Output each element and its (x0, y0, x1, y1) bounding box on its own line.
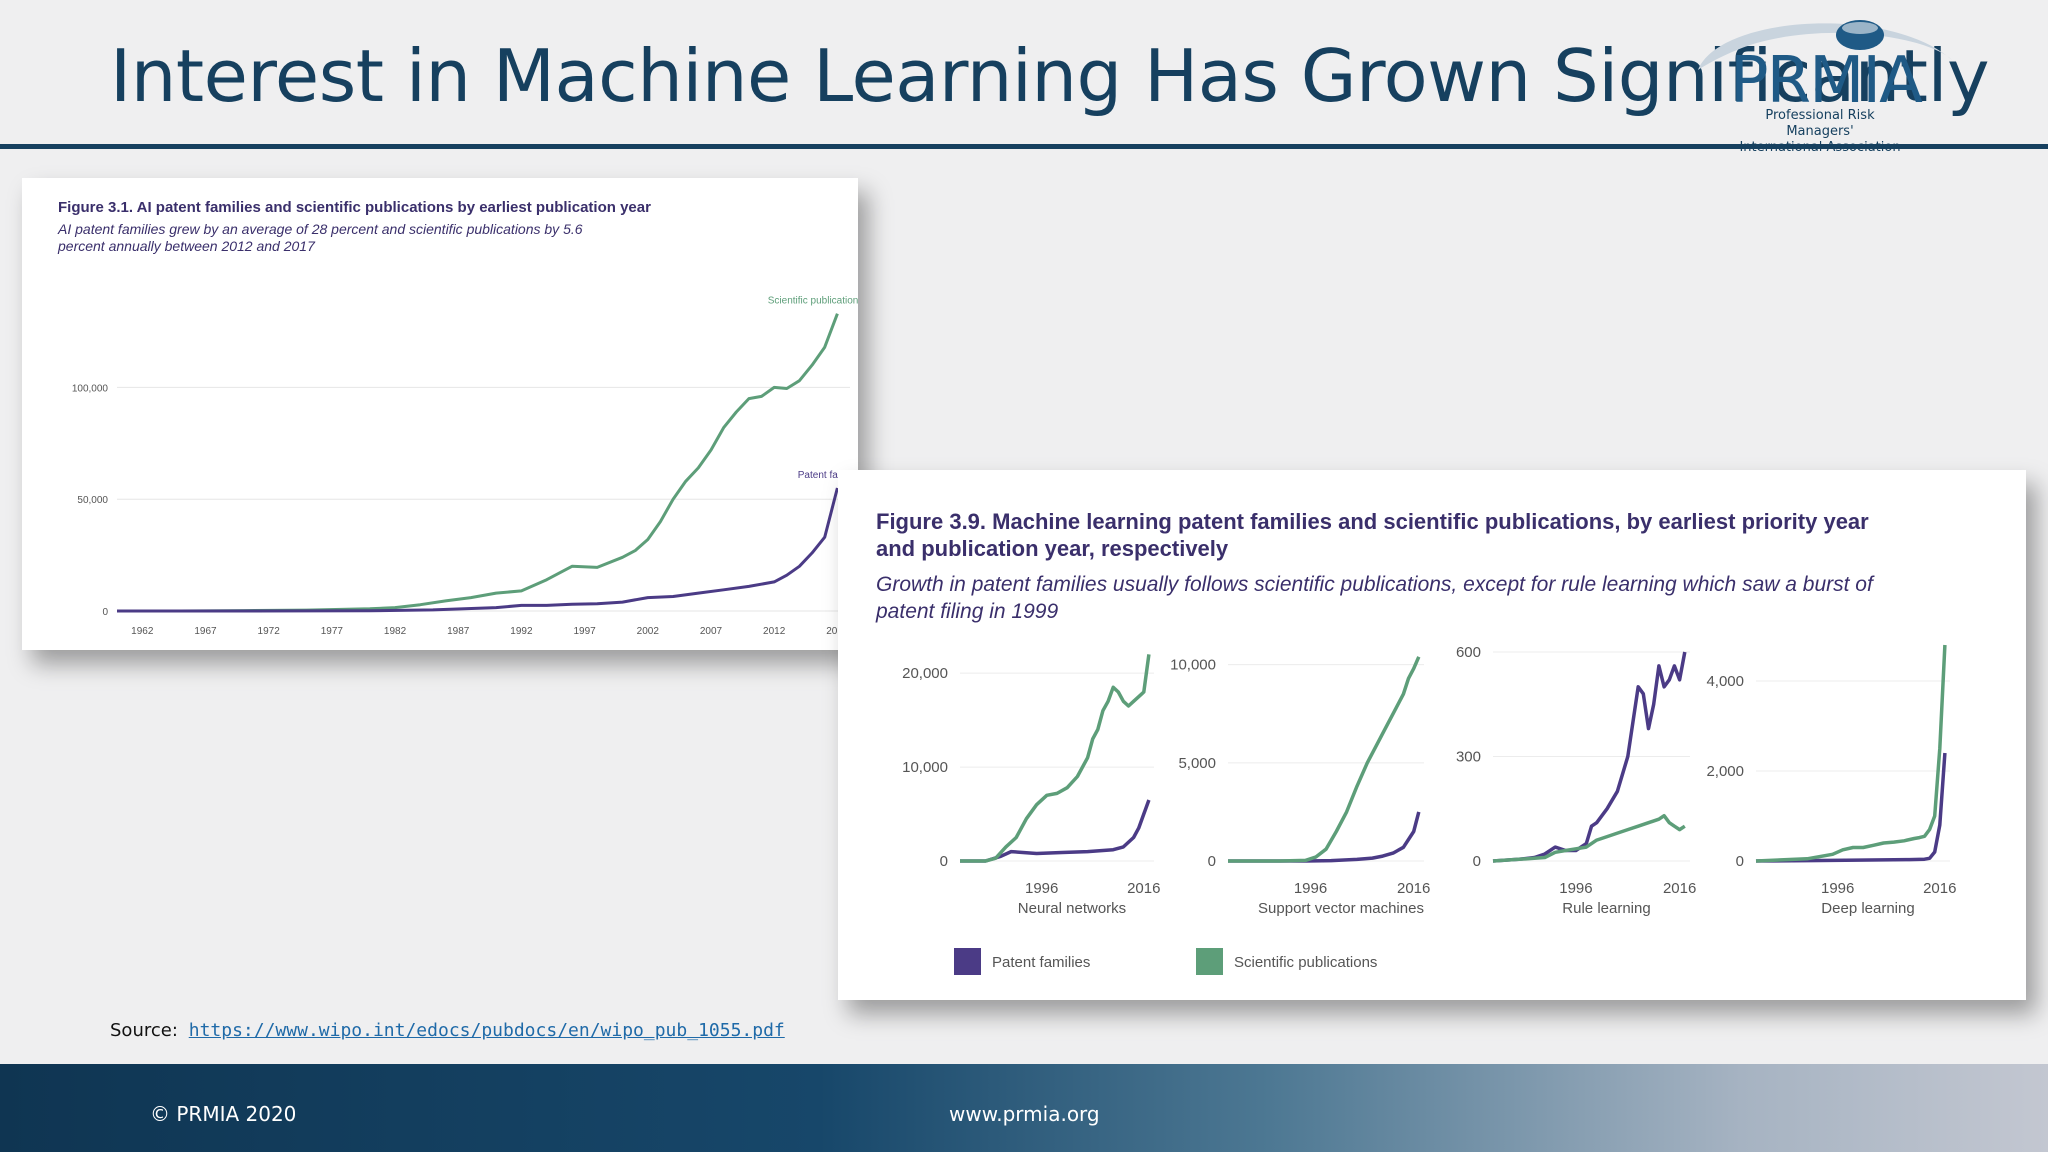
chart2-panel: 0 2,000 4,000 1996 2016 Deep learning (1706, 644, 1956, 917)
chart2-series-line (1492, 651, 1687, 863)
logo-tagline-line-2: International Association (1739, 140, 1901, 155)
chart1-xtick-label: 1967 (194, 626, 217, 637)
chart2-ytick-label: 0 (1208, 853, 1216, 870)
footer-website: www.prmia.org (949, 1102, 1100, 1126)
chart2-ytick-label: 0 (1736, 853, 1744, 870)
figure-3-9-card: Figure 3.9. Machine learning patent fami… (838, 470, 2026, 1000)
footer-copyright: © PRMIA 2020 (150, 1102, 297, 1126)
logo-swoosh-icon (1698, 20, 1952, 70)
chart2-legend-label: Scientific publications (1234, 954, 1377, 971)
chart2-ytick-label: 5,000 (1178, 755, 1216, 772)
chart2-xtick-label: 1996 (1025, 880, 1058, 897)
chart2-xtick-label: 1996 (1559, 880, 1592, 897)
chart2-ytick-label: 0 (1473, 853, 1481, 870)
chart2-series-line (960, 654, 1151, 863)
chart2-xtick-label: 2016 (1923, 880, 1956, 897)
chart1-xtick-label: 1987 (447, 626, 470, 637)
figure-3-1-chart: Figure 3.1. AI patent families and scien… (57, 199, 858, 637)
chart2-panel-name: Support vector machines (1258, 900, 1424, 917)
figure-3-1-card: Figure 3.1. AI patent families and scien… (22, 178, 858, 650)
figure-3-9-chart: Figure 3.9. Machine learning patent fami… (875, 509, 1956, 975)
chart1-xtick-label: 2007 (700, 626, 723, 637)
chart2-panel-name: Rule learning (1562, 900, 1650, 917)
title-divider (0, 144, 2048, 149)
chart1-series-line (117, 313, 839, 613)
chart1-ytick-label: 50,000 (77, 495, 108, 506)
chart2-xtick-label: 1996 (1294, 880, 1327, 897)
chart1-xtick-label: 1997 (573, 626, 596, 637)
chart2-xtick-label: 2016 (1127, 880, 1160, 897)
chart2-ytick-label: 300 (1456, 748, 1481, 765)
chart1-xtick-label: 1992 (510, 626, 533, 637)
chart1-title: Figure 3.1. AI patent families and scien… (58, 199, 651, 216)
chart2-panel-name: Deep learning (1821, 900, 1914, 917)
chart1-xtick-label: 2002 (637, 626, 660, 637)
chart2-xtick-label: 2016 (1397, 880, 1430, 897)
chart1-xtick-label: 2017 (826, 626, 849, 637)
chart2-ytick-label: 2,000 (1706, 763, 1744, 780)
chart2-series-line (1492, 813, 1686, 863)
logo-tagline: Professional Risk Managers' Internationa… (1730, 108, 1910, 156)
prmia-logo: PRMIA Professional Risk Managers' Intern… (1690, 10, 1960, 155)
chart2-series-line (1755, 752, 1947, 863)
chart2-subtitle: Growth in patent families usually follow… (875, 573, 1875, 623)
chart1-ytick-label: 100,000 (72, 383, 109, 394)
chart2-ytick-label: 0 (940, 853, 948, 870)
chart2-ytick-label: 10,000 (902, 759, 948, 776)
chart2-series-line (1755, 644, 1947, 863)
chart2-panel-name: Neural networks (1018, 900, 1126, 917)
chart2-legend-swatch (954, 948, 981, 975)
chart2-xtick-label: 2016 (1663, 880, 1696, 897)
chart2-series-line (1228, 656, 1421, 863)
source-note: Source: https://www.wipo.int/edocs/pubdo… (110, 1020, 785, 1041)
chart2-title: Figure 3.9. Machine learning patent fami… (876, 509, 1869, 561)
chart2-ytick-label: 4,000 (1706, 673, 1744, 690)
chart2-panel: 0 300 600 1996 2016 Rule learning (1456, 644, 1696, 917)
chart1-xtick-label: 1972 (258, 626, 281, 637)
logo-tagline-line-1: Professional Risk Managers' (1765, 108, 1875, 139)
chart2-series-line (1228, 811, 1421, 863)
chart1-xtick-label: 1977 (321, 626, 344, 637)
chart2-series-line (960, 799, 1151, 863)
chart2-xtick-label: 1996 (1821, 880, 1854, 897)
chart1-ytick-label: 0 (102, 607, 108, 618)
chart2-legend-label: Patent families (992, 954, 1090, 971)
chart1-xtick-label: 1962 (131, 626, 154, 637)
chart1-series-label: Patent families (798, 470, 858, 481)
slide-title: Interest in Machine Learning Has Grown S… (110, 34, 1990, 118)
chart1-series-line (117, 487, 839, 613)
chart2-ytick-label: 10,000 (1170, 657, 1216, 674)
logo-wordmark: PRMIA (1730, 44, 1923, 118)
chart1-xtick-label: 1982 (384, 626, 407, 637)
source-label: Source: (110, 1020, 178, 1041)
chart2-ytick-label: 20,000 (902, 665, 948, 682)
chart1-series-label: Scientific publications (768, 296, 858, 307)
chart2-panel: 0 5,000 10,000 1996 2016 Support vector machi… (1170, 656, 1430, 917)
chart2-legend-swatch (1196, 948, 1223, 975)
chart1-xtick-label: 2012 (763, 626, 786, 637)
chart1-subtitle: AI patent families grew by an average of… (57, 221, 583, 254)
chart2-ytick-label: 600 (1456, 644, 1481, 661)
footer-bar: © PRMIA 2020 www.prmia.org (0, 1064, 2048, 1152)
source-link[interactable]: https://www.wipo.int/edocs/pubdocs/en/wi… (188, 1020, 785, 1041)
